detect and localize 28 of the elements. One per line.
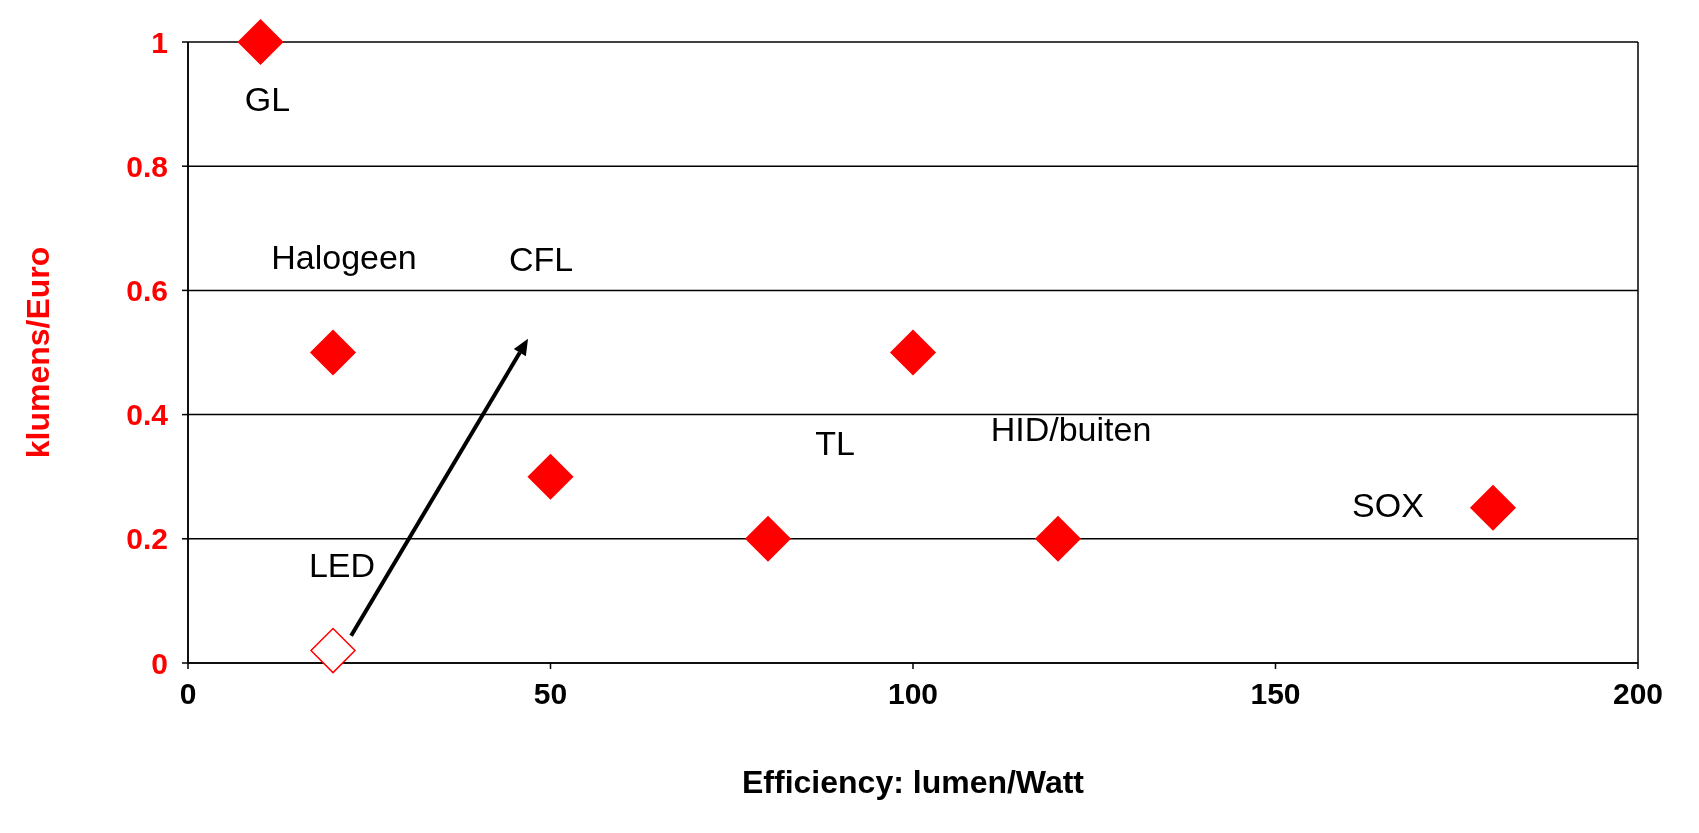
- point: [1035, 516, 1081, 562]
- point: [745, 516, 791, 562]
- x-tick-label: 100: [887, 677, 939, 711]
- x-tick-label: 150: [1250, 677, 1301, 711]
- annotation: GL: [244, 80, 291, 118]
- point: [890, 329, 936, 376]
- annotation: HID/buiten: [990, 409, 1152, 448]
- annotation: SOX: [1352, 485, 1424, 524]
- x-tick-label: 200: [1612, 677, 1664, 711]
- x-tick-label: 50: [533, 677, 568, 711]
- y-tick-label: 0.4: [126, 398, 169, 432]
- y-tick-label: 0.6: [126, 274, 168, 308]
- y-axis-title: klumens/Euro: [20, 246, 57, 459]
- point: [310, 627, 356, 674]
- x-axis-title: Efficiency: lumen/Watt: [742, 764, 1085, 800]
- y-tick-label: 0.8: [126, 149, 168, 183]
- annotation: CFL: [508, 240, 574, 279]
- point: [527, 453, 574, 500]
- point: [237, 19, 284, 65]
- annotation: TL: [815, 423, 855, 462]
- annotation: Halogeen: [271, 237, 417, 276]
- point: [310, 329, 356, 376]
- point: [1470, 485, 1516, 531]
- y-tick-label: 0: [151, 646, 168, 680]
- x-tick-label: 0: [179, 677, 197, 711]
- y-tick-label: 0.2: [126, 522, 168, 556]
- annotation: LED: [308, 545, 376, 584]
- y-tick-label: 1: [151, 25, 168, 59]
